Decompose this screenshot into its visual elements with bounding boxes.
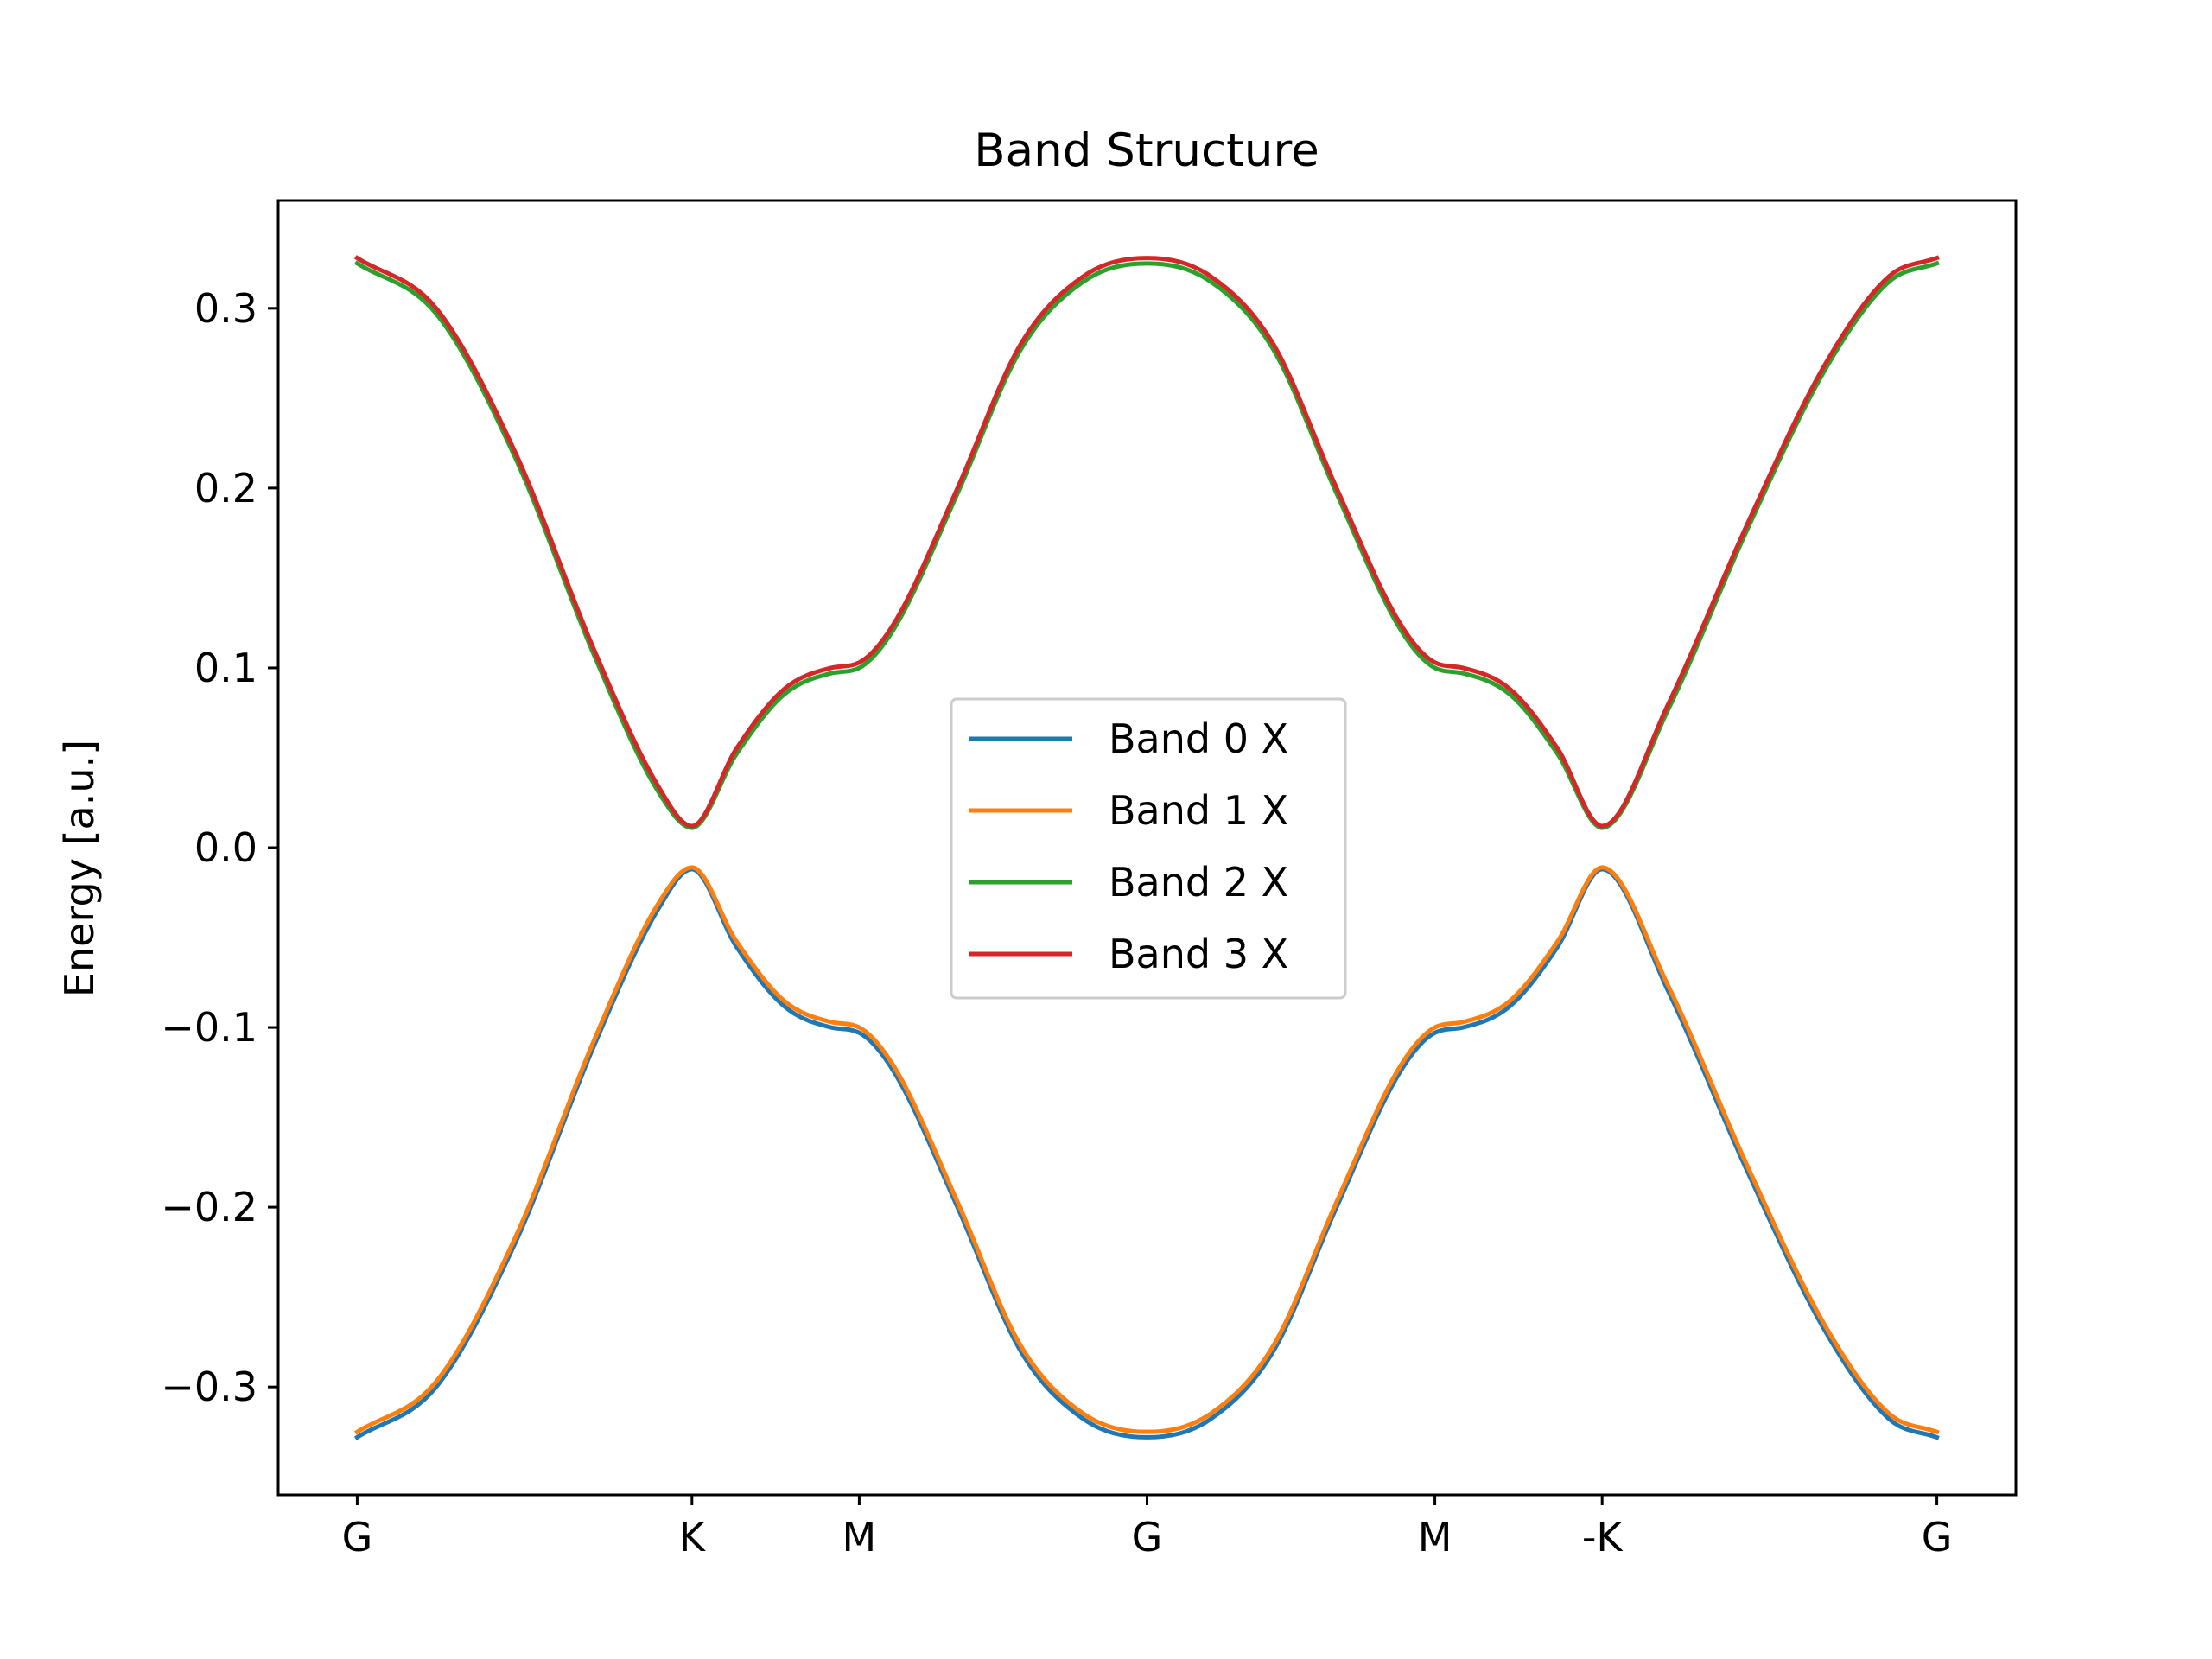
- legend-box: [950, 697, 1347, 1000]
- y-axis-label: Energy [a.u.]: [56, 740, 103, 997]
- y-tick-label: −0.2: [161, 1184, 257, 1230]
- y-tick-label: −0.3: [161, 1363, 257, 1410]
- y-tick-label: 0.1: [194, 645, 257, 691]
- series-layer: [353, 255, 1940, 1440]
- legend-label-band-3-x: Band 3 X: [1109, 931, 1288, 977]
- y-tick-label: 0.3: [194, 285, 257, 332]
- legend-label-band-0-x: Band 0 X: [1109, 715, 1288, 762]
- x-tick-label: G: [1922, 1514, 1953, 1560]
- series-line-band-1-x: [353, 865, 1940, 1435]
- axes-layer: −0.3 −0.2 −0.1 0.0 0.1 0.2 0.3 G K M G M -K G: [161, 199, 2018, 1560]
- y-tick-label: −0.1: [161, 1004, 257, 1051]
- legend-label-band-2-x: Band 2 X: [1109, 859, 1288, 906]
- x-tick-label: G: [1132, 1514, 1163, 1560]
- x-tick-label: G: [342, 1514, 373, 1560]
- y-tick-label: 0.2: [194, 465, 257, 512]
- series-line-band-3-x: [353, 255, 1940, 829]
- x-tick-label: -K: [1582, 1514, 1624, 1560]
- legend: Band 0 X Band 1 X Band 2 X Band 3 X: [950, 697, 1347, 1000]
- x-tick-label: M: [1418, 1514, 1452, 1560]
- chart-title: Band Structure: [974, 124, 1319, 177]
- legend-label-band-1-x: Band 1 X: [1109, 787, 1288, 834]
- x-tick-label: M: [842, 1514, 877, 1560]
- x-tick-label: K: [679, 1514, 707, 1560]
- y-tick-label: 0.0: [194, 824, 257, 871]
